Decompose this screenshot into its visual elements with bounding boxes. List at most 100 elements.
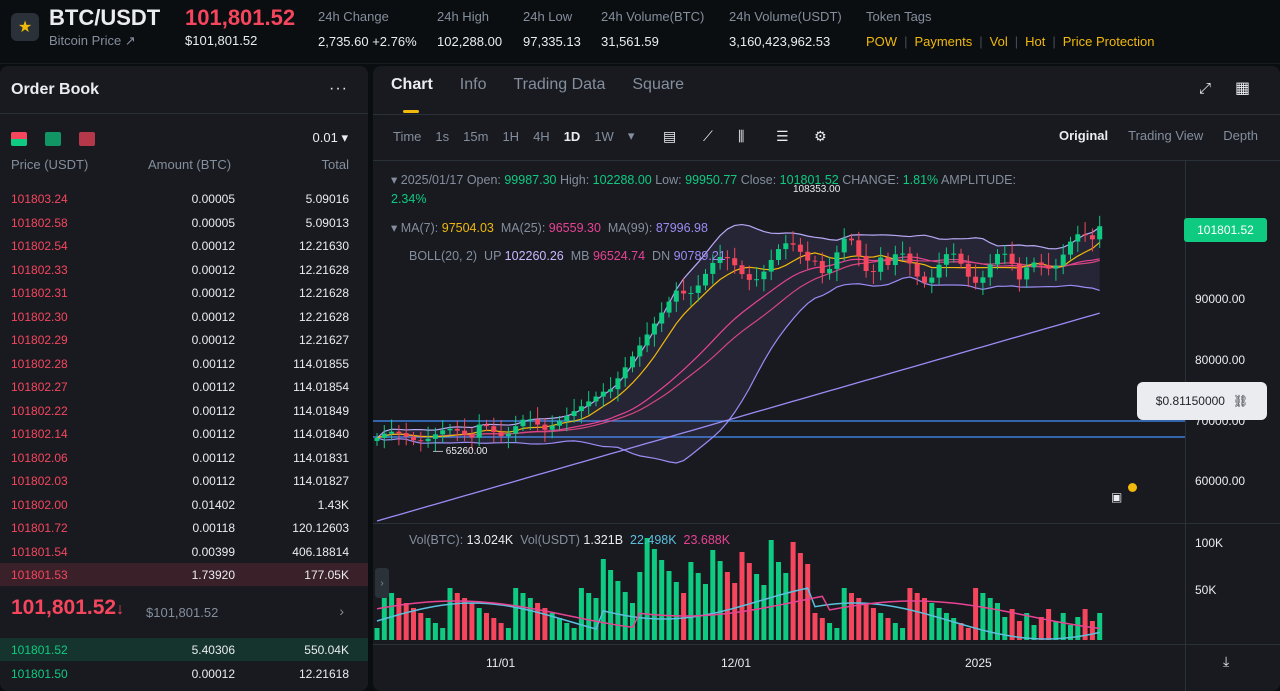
pair-symbol[interactable]: BTC/USDT (49, 5, 161, 30)
row-price: 101802.58 (11, 215, 68, 230)
candle-body (578, 406, 584, 412)
order-row[interactable]: 101802.28 0.00112 114.01855 (0, 352, 368, 375)
candle-type-icon[interactable]: ⫼ (738, 128, 745, 144)
interval-dropdown-icon[interactable]: ▾ (627, 128, 635, 143)
row-price: 101802.29 (11, 333, 68, 347)
candle-body (885, 257, 891, 266)
calendar-icon[interactable]: ▤ (663, 128, 677, 144)
tab-info[interactable]: Info (459, 76, 487, 93)
order-row[interactable]: 101802.30 0.00012 12.21628 (0, 305, 368, 328)
book-both-icon[interactable] (11, 132, 27, 146)
order-row[interactable]: 101802.31 0.00012 12.21628 (0, 281, 368, 304)
expand-icon[interactable]: ⤢ (1199, 80, 1212, 97)
row-price: 101802.27 (11, 380, 68, 394)
order-row[interactable]: 101802.00 0.01402 1.43K (0, 493, 368, 516)
layout-icon[interactable]: ▦ (1235, 80, 1251, 97)
order-row[interactable]: 101802.54 0.00012 12.21630 (0, 234, 368, 257)
volume-bar (870, 608, 876, 640)
candle-body (418, 440, 424, 442)
order-row[interactable]: 101802.14 0.00112 114.01840 (0, 422, 368, 445)
order-row[interactable]: 101801.53 1.73920 177.05K (0, 563, 368, 586)
candle-body (630, 356, 635, 368)
tag-vol[interactable]: Vol (989, 34, 1008, 49)
drawing-tools-icon[interactable]: ☰ (776, 128, 789, 144)
view-original[interactable]: Original (1059, 128, 1109, 143)
row-price: 101801.54 (11, 544, 68, 559)
volume-bar (710, 550, 716, 640)
interval-1h[interactable]: 1H (502, 128, 520, 144)
high-marker: 108353.00 (793, 184, 841, 195)
volume-bar (695, 573, 701, 640)
order-row[interactable]: 101802.06 0.00112 114.01831 (0, 446, 368, 469)
order-row[interactable]: 101802.33 0.00012 12.21628 (0, 258, 368, 281)
order-row[interactable]: 101802.29 0.00012 12.21627 (0, 328, 368, 351)
expand-toolbar-icon[interactable]: › (375, 568, 389, 598)
row-amount: 0.00012 (191, 666, 235, 681)
order-row[interactable]: 101801.72 0.00118 120.12603 (0, 516, 368, 539)
order-row[interactable]: 101802.58 0.00005 5.09013 (0, 211, 368, 234)
candle-body (1016, 263, 1022, 280)
collapse-icon[interactable]: ▾ (391, 173, 398, 187)
book-bids-icon[interactable] (45, 132, 61, 146)
candle-body (958, 253, 964, 264)
candle-body (783, 243, 789, 250)
interval-1w[interactable]: 1W (594, 128, 614, 144)
candle-body (900, 253, 906, 255)
candle-body (878, 257, 884, 272)
row-total: 12.21627 (298, 333, 349, 347)
settings-gear-icon[interactable]: ⚙ (814, 128, 827, 144)
candle-body (600, 391, 606, 397)
tick-size-select[interactable]: 0.01 ▾ (312, 130, 348, 145)
book-asks-icon[interactable] (79, 132, 95, 146)
chevron-right-icon[interactable]: › (339, 603, 344, 619)
volume-bar (469, 603, 475, 640)
order-row[interactable]: 101802.22 0.00112 114.01849 (0, 399, 368, 422)
row-total: 12.21618 (298, 666, 349, 681)
quote-price-badge[interactable]: $0.81150000 ⛓ (1137, 382, 1267, 420)
interval-4h[interactable]: 4H (533, 128, 550, 144)
candle-body (841, 238, 847, 253)
view-trading-view[interactable]: Trading View (1128, 128, 1204, 143)
tab-square[interactable]: Square (632, 76, 684, 93)
row-total: 5.09013 (305, 215, 349, 230)
link-icon[interactable]: ⛓ (1232, 394, 1249, 408)
row-amount: 0.00005 (191, 215, 235, 230)
candle-body (586, 401, 592, 407)
volume-bar (484, 613, 489, 640)
coin-info-link[interactable]: Bitcoin Price ↗ (49, 33, 136, 48)
favorite-star-icon[interactable]: ★ (11, 13, 39, 41)
indicator-icon[interactable]: ⟋ (703, 128, 713, 144)
order-row[interactable]: 101801.54 0.00399 406.18814 (0, 540, 368, 563)
row-total: 177.05K (304, 568, 349, 582)
tag-payments[interactable]: Payments (914, 34, 973, 49)
candle-body (615, 378, 621, 390)
interval-1s[interactable]: 1s (435, 128, 450, 144)
interval-1d[interactable]: 1D (563, 128, 581, 144)
order-row[interactable]: 101801.52 5.40306 550.04K (0, 638, 368, 661)
tab-trading-data[interactable]: Trading Data (513, 76, 606, 93)
order-row[interactable]: 101802.27 0.00112 114.01854 (0, 375, 368, 398)
candle-body (491, 426, 497, 433)
last-price: 101,801.52 (185, 5, 296, 30)
order-row[interactable]: 101803.24 0.00005 5.09016 (0, 187, 368, 210)
row-amount: 0.00112 (192, 356, 236, 371)
tag-price-protection[interactable]: Price Protection (1062, 34, 1155, 49)
tag-pow[interactable]: POW (866, 34, 898, 49)
candle-body (1038, 262, 1044, 266)
price-chart[interactable]: 108353.00 — 65260.00 (373, 66, 1280, 691)
interval-time[interactable]: Time (393, 128, 422, 144)
row-amount: 0.00112 (192, 380, 236, 394)
order-row[interactable]: 101801.50 0.00012 12.21618 (0, 662, 368, 685)
collapse-icon[interactable]: ▾ (391, 221, 398, 235)
candle-body (980, 277, 986, 283)
tab-chart[interactable]: Chart (391, 76, 433, 93)
notes-icon[interactable]: ▣ (1111, 490, 1123, 504)
volume-bar (659, 560, 665, 640)
scroll-to-latest-icon[interactable]: ⤓ (1223, 653, 1230, 669)
tag-hot[interactable]: Hot (1025, 34, 1046, 49)
more-options-icon[interactable]: ··· (329, 80, 348, 97)
current-price-badge: 101801.52 (1184, 218, 1267, 242)
view-depth[interactable]: Depth (1223, 128, 1258, 143)
order-row[interactable]: 101802.03 0.00112 114.01827 (0, 469, 368, 492)
interval-15m[interactable]: 15m (463, 128, 489, 144)
